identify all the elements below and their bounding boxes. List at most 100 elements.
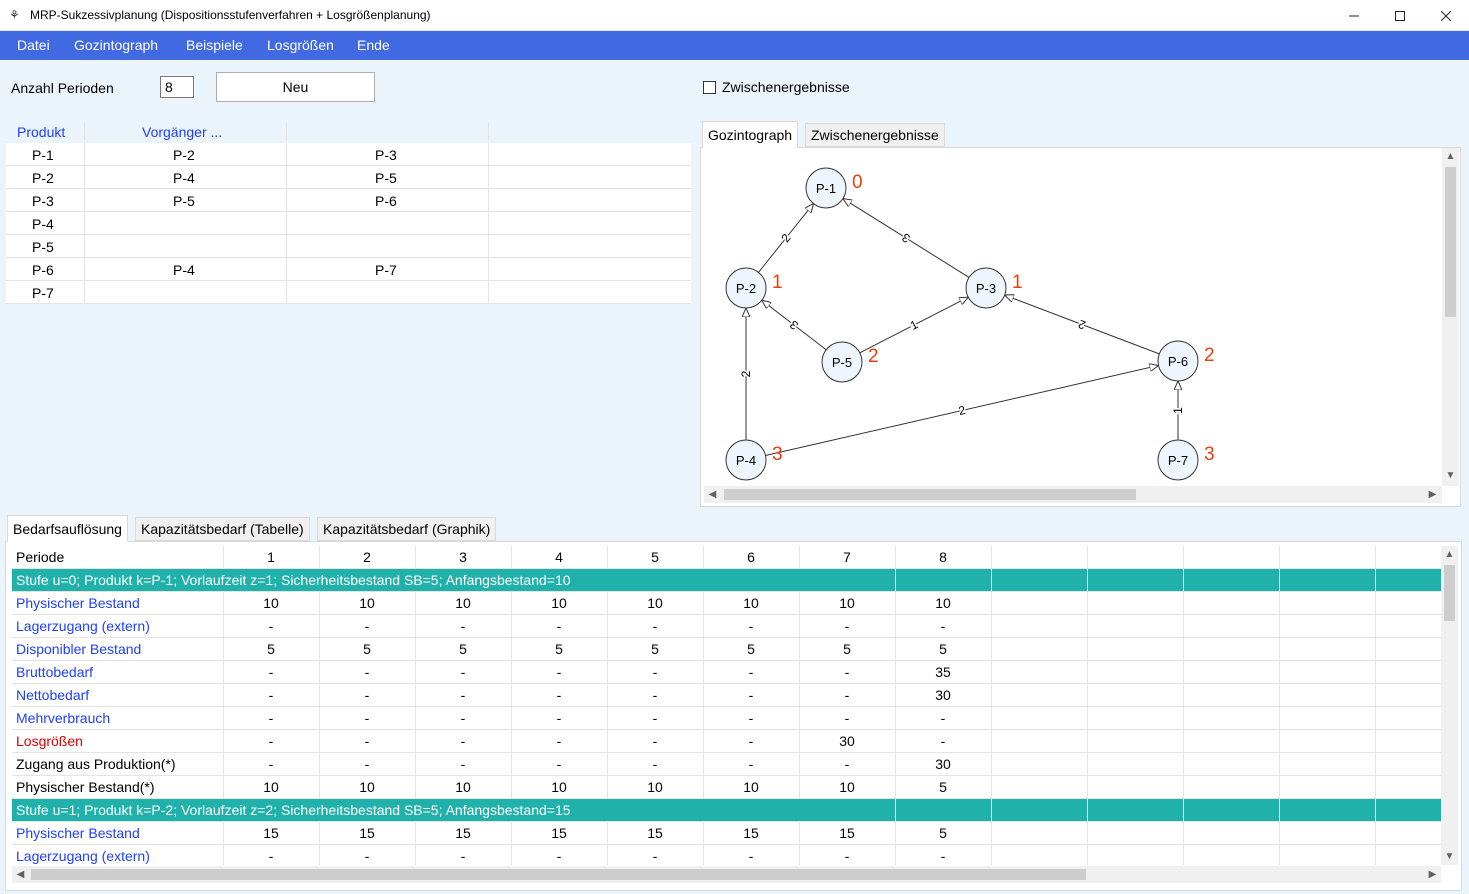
value-cell[interactable]: - <box>940 618 946 634</box>
value-cell[interactable]: - <box>460 664 466 680</box>
value-cell[interactable]: 15 <box>743 825 759 841</box>
value-cell[interactable]: - <box>748 756 754 772</box>
scroll-right-icon[interactable]: ▶ <box>1428 489 1437 500</box>
value-cell[interactable]: 10 <box>839 779 855 795</box>
value-cell[interactable]: 30 <box>935 687 951 703</box>
scroll-thumb[interactable] <box>31 869 1086 880</box>
predecessor-row[interactable]: P-2 P-4 P-5 <box>6 166 691 189</box>
tab-kapazitaetsbedarf-graphik[interactable]: Kapazitätsbedarf (Graphik) <box>317 517 497 541</box>
value-cell[interactable]: - <box>652 848 658 864</box>
value-cell[interactable]: 10 <box>839 595 855 611</box>
scroll-thumb[interactable] <box>1445 167 1456 317</box>
value-cell[interactable]: - <box>748 733 754 749</box>
menu-losgroessen[interactable]: Losgrößen <box>267 37 334 53</box>
value-cell[interactable]: 10 <box>935 595 951 611</box>
value-cell[interactable]: - <box>556 687 562 703</box>
predecessor-cell[interactable]: P-5 <box>375 170 397 186</box>
grid-data-row[interactable]: Nettobedarf - - - - - - - 30 <box>12 684 1441 707</box>
predecessor-cell[interactable]: P-7 <box>375 262 397 278</box>
graph-vertical-scrollbar[interactable]: ▲ ▼ <box>1442 148 1459 486</box>
grid-data-row[interactable]: Physischer Bestand 15 15 15 15 15 15 15 5 <box>12 822 1441 845</box>
predecessor-cell[interactable]: P-5 <box>173 193 195 209</box>
value-cell[interactable]: - <box>556 618 562 634</box>
value-cell[interactable]: - <box>844 848 850 864</box>
product-cell[interactable]: P-4 <box>32 216 54 232</box>
value-cell[interactable]: 10 <box>263 595 279 611</box>
grid-data-row[interactable]: Mehrverbrauch - - - - - - - - <box>12 707 1441 730</box>
graph-node-P-2[interactable]: P-2 1 <box>725 267 783 309</box>
scroll-down-icon[interactable]: ▼ <box>1444 851 1455 862</box>
predecessor-row[interactable]: P-7 <box>6 281 691 304</box>
predecessor-row[interactable]: P-4 <box>6 212 691 235</box>
value-cell[interactable]: 10 <box>743 595 759 611</box>
value-cell[interactable]: - <box>940 848 946 864</box>
grid-data-row[interactable]: Losgrößen - - - - - - 30 - <box>12 730 1441 753</box>
grid-data-row[interactable]: Bruttobedarf - - - - - - - 35 <box>12 661 1441 684</box>
value-cell[interactable]: 5 <box>939 825 947 841</box>
row-label[interactable]: Lagerzugang (extern) <box>16 618 150 634</box>
graph-node-P-6[interactable]: P-6 2 <box>1157 340 1215 382</box>
value-cell[interactable]: 5 <box>267 641 275 657</box>
value-cell[interactable]: - <box>460 687 466 703</box>
row-label[interactable]: Mehrverbrauch <box>16 710 111 726</box>
stage-row[interactable]: Stufe u=1; Produkt k=P-2; Vorlaufzeit z=… <box>12 799 1441 822</box>
graph-horizontal-scrollbar[interactable]: ◀ ▶ <box>704 486 1442 503</box>
row-label[interactable]: Bruttobedarf <box>16 664 94 680</box>
value-cell[interactable]: - <box>844 618 850 634</box>
value-cell[interactable]: - <box>364 710 370 726</box>
value-cell[interactable]: 5 <box>363 641 371 657</box>
close-button[interactable] <box>1423 0 1469 31</box>
row-label[interactable]: Zugang aus Produktion(*) <box>16 756 176 772</box>
scroll-left-icon[interactable]: ◀ <box>708 489 717 500</box>
value-cell[interactable]: - <box>556 733 562 749</box>
row-label[interactable]: Physischer Bestand <box>16 825 140 841</box>
value-cell[interactable]: - <box>748 664 754 680</box>
graph-node-P-4[interactable]: P-4 3 <box>725 439 783 481</box>
product-cell[interactable]: P-1 <box>32 147 54 163</box>
value-cell[interactable]: - <box>652 756 658 772</box>
value-cell[interactable]: 15 <box>647 825 663 841</box>
value-cell[interactable]: 35 <box>935 664 951 680</box>
grid-horizontal-scrollbar[interactable]: ◀ ▶ <box>12 866 1441 883</box>
value-cell[interactable]: - <box>556 848 562 864</box>
value-cell[interactable]: 5 <box>939 779 947 795</box>
minimize-button[interactable] <box>1331 0 1377 31</box>
value-cell[interactable]: 5 <box>651 641 659 657</box>
value-cell[interactable]: - <box>748 687 754 703</box>
graph-node-P-1[interactable]: P-1 0 <box>805 167 863 209</box>
value-cell[interactable]: 5 <box>555 641 563 657</box>
value-cell[interactable]: - <box>460 710 466 726</box>
value-cell[interactable]: - <box>844 710 850 726</box>
value-cell[interactable]: - <box>556 664 562 680</box>
scroll-left-icon[interactable]: ◀ <box>16 869 25 880</box>
periods-input[interactable]: 8 <box>160 76 194 98</box>
predecessor-row[interactable]: P-5 <box>6 235 691 258</box>
value-cell[interactable]: - <box>748 618 754 634</box>
value-cell[interactable]: - <box>364 733 370 749</box>
scroll-right-icon[interactable]: ▶ <box>1428 869 1437 880</box>
tab-kapazitaetsbedarf-tabelle[interactable]: Kapazitätsbedarf (Tabelle) <box>135 517 310 541</box>
menu-ende[interactable]: Ende <box>357 37 390 53</box>
value-cell[interactable]: - <box>460 756 466 772</box>
value-cell[interactable]: - <box>940 733 946 749</box>
value-cell[interactable]: - <box>748 848 754 864</box>
menu-beispiele[interactable]: Beispiele <box>186 37 243 53</box>
graph-node-P-3[interactable]: P-3 1 <box>965 267 1023 309</box>
value-cell[interactable]: - <box>268 848 274 864</box>
value-cell[interactable]: 15 <box>359 825 375 841</box>
scroll-thumb[interactable] <box>724 489 1136 500</box>
checkbox-box[interactable] <box>703 80 716 94</box>
predecessor-cell[interactable]: P-4 <box>173 170 195 186</box>
stage-row[interactable]: Stufe u=0; Produkt k=P-1; Vorlaufzeit z=… <box>12 569 1441 592</box>
row-label[interactable]: Nettobedarf <box>16 687 90 703</box>
value-cell[interactable]: - <box>268 687 274 703</box>
row-label[interactable]: Lagerzugang (extern) <box>16 848 150 864</box>
row-label[interactable]: Physischer Bestand(*) <box>16 779 155 795</box>
predecessor-cell[interactable]: P-3 <box>375 147 397 163</box>
value-cell[interactable]: - <box>268 664 274 680</box>
grid-data-row[interactable]: Zugang aus Produktion(*) - - - - - - - 30 <box>12 753 1441 776</box>
product-cell[interactable]: P-2 <box>32 170 54 186</box>
value-cell[interactable]: 5 <box>747 641 755 657</box>
value-cell[interactable]: - <box>268 710 274 726</box>
value-cell[interactable]: 15 <box>839 825 855 841</box>
